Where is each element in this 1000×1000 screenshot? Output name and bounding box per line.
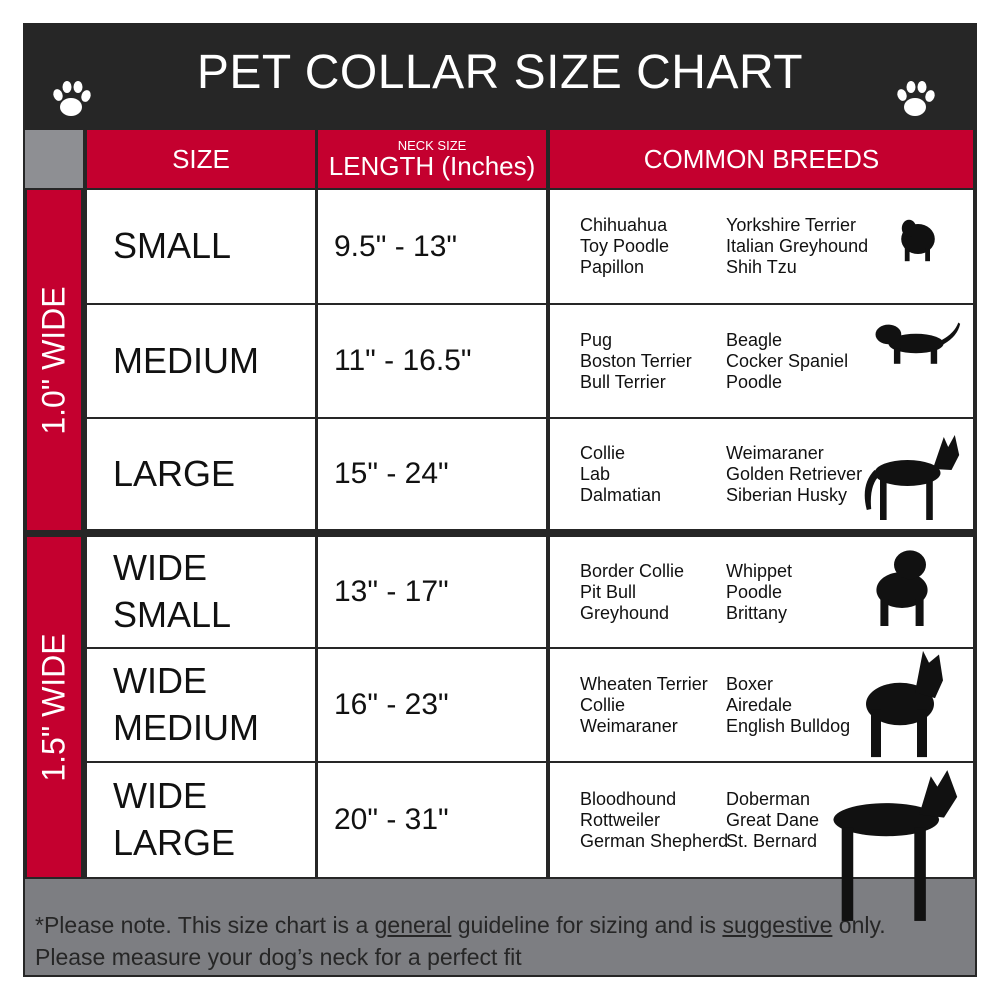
header-length-sublabel: NECK SIZE <box>397 138 467 153</box>
breeds-cell: Pug Boston Terrier Bull Terrier Beagle Cocke… <box>550 305 973 417</box>
breed-name: Golden Retriever <box>726 463 863 484</box>
length-cell: 20" - 31" <box>318 763 546 877</box>
breed-name: Siberian Husky <box>726 484 848 505</box>
breed-name: Toy Poodle <box>580 236 670 256</box>
breed-name: Weimaraner <box>580 715 678 736</box>
group-label-text: 1.0" WIDE <box>35 285 72 435</box>
footer-emphasis: general <box>374 912 452 938</box>
large-dog-silhouette-icon <box>864 435 960 520</box>
header-breeds-label: COMMON BREEDS <box>643 144 880 174</box>
breed-name: St. Bernard <box>726 830 818 851</box>
size-cell: SMALL <box>87 190 315 303</box>
footer-line-1: *Please note. This size chart is a gener… <box>35 909 975 941</box>
footer-note: *Please note. This size chart is a gener… <box>25 879 975 975</box>
breed-name: Pug <box>580 329 613 350</box>
header-length-label: LENGTH (Inches) <box>328 151 536 181</box>
size-cell: WIDE MEDIUM <box>87 649 315 761</box>
breed-name: Great Dane <box>726 809 820 830</box>
length-cell: 13" - 17" <box>318 537 546 647</box>
breed-name: Wheaten Terrier <box>580 673 708 694</box>
header-breeds: COMMON BREEDS <box>550 130 973 188</box>
breed-name: Shih Tzu <box>726 257 797 277</box>
breed-name: Bloodhound <box>580 788 677 809</box>
breed-name: Border Collie <box>580 560 685 581</box>
breed-name: Poodle <box>726 371 783 392</box>
breed-name: Rottweiler <box>580 809 661 830</box>
length-cell: 9.5" - 13" <box>318 190 546 303</box>
breed-name: German Shepherd <box>580 830 729 851</box>
breeds-cell: Chihuahua Toy Poodle Papillon Yorkshire Ter… <box>550 190 973 303</box>
breed-name: Italian Greyhound <box>726 236 869 256</box>
paw-print-icon <box>897 81 935 116</box>
size-label: LARGE <box>113 452 236 494</box>
breed-name: Whippet <box>726 560 793 581</box>
footer-text: guideline for sizing and is <box>451 912 723 938</box>
size-label: LARGE <box>113 822 236 863</box>
corner-cell <box>25 130 83 188</box>
length-value: 16" - 23" <box>334 688 449 721</box>
breed-name: Chihuahua <box>580 215 668 235</box>
breed-name: Boxer <box>726 673 774 694</box>
pitbull-silhouette-icon <box>866 650 943 758</box>
breed-name: English Bulldog <box>726 715 851 736</box>
breed-name: Poodle <box>726 581 783 602</box>
size-label: SMALL <box>113 594 232 635</box>
footer-emphasis: suggestive <box>722 912 833 938</box>
breed-name: Lab <box>580 463 611 484</box>
breed-name: Doberman <box>726 788 811 809</box>
size-label: WIDE <box>113 660 207 702</box>
length-cell: 11" - 16.5" <box>318 305 546 417</box>
group-label-1-5in: 1.5" WIDE <box>27 537 81 877</box>
breed-name: Bull Terrier <box>580 371 666 392</box>
length-value: 15" - 24" <box>334 457 449 490</box>
breed-name: Pit Bull <box>580 581 637 602</box>
breed-name: Collie <box>580 694 626 715</box>
breed-name: Greyhound <box>580 602 670 623</box>
header-size-label: SIZE <box>172 144 230 174</box>
medium-dog-silhouette-icon <box>875 322 961 364</box>
length-value: 11" - 16.5" <box>334 344 472 377</box>
size-cell: WIDE LARGE <box>87 763 315 877</box>
group-label-text: 1.5" WIDE <box>35 632 72 782</box>
breed-name: Beagle <box>726 329 783 350</box>
size-label: MEDIUM <box>113 339 259 381</box>
length-value: 13" - 17" <box>334 575 449 608</box>
footer-text: *Please note. This size chart is a <box>35 912 375 938</box>
small-dog-silhouette-icon <box>901 219 935 262</box>
breed-name: Boston Terrier <box>580 350 692 371</box>
length-cell: 15" - 24" <box>318 419 546 529</box>
header-length: NECK SIZE LENGTH (Inches) <box>318 130 546 188</box>
page-title: PET COLLAR SIZE CHART <box>196 46 804 99</box>
size-cell: WIDE SMALL <box>87 537 315 647</box>
size-label: WIDE <box>113 547 207 589</box>
size-label: SMALL <box>113 225 232 267</box>
length-cell: 16" - 23" <box>318 649 546 761</box>
breed-name: Yorkshire Terrier <box>726 215 857 235</box>
breed-name: Dalmatian <box>580 484 662 505</box>
footer-line-2: Please measure your dog’s neck for a per… <box>35 944 522 970</box>
title-bar: PET COLLAR SIZE CHART <box>23 23 977 127</box>
bulldog-silhouette-icon <box>876 550 928 626</box>
size-label: WIDE <box>113 775 207 817</box>
size-label: MEDIUM <box>113 707 259 748</box>
header-size: SIZE <box>87 130 315 188</box>
length-value: 20" - 31" <box>334 803 449 836</box>
doberman-silhouette-icon <box>833 770 958 921</box>
length-value: 9.5" - 13" <box>334 229 458 263</box>
paw-print-icon <box>53 81 91 116</box>
group-label-1in: 1.0" WIDE <box>27 190 81 530</box>
size-cell: LARGE <box>87 419 315 529</box>
breed-name: Collie <box>580 442 626 463</box>
breed-name: Papillon <box>580 257 645 277</box>
breed-name: Weimaraner <box>726 442 824 463</box>
breed-name: Cocker Spaniel <box>726 350 849 371</box>
breed-name: Brittany <box>726 602 788 623</box>
breed-name: Airedale <box>726 694 793 715</box>
size-cell: MEDIUM <box>87 305 315 417</box>
